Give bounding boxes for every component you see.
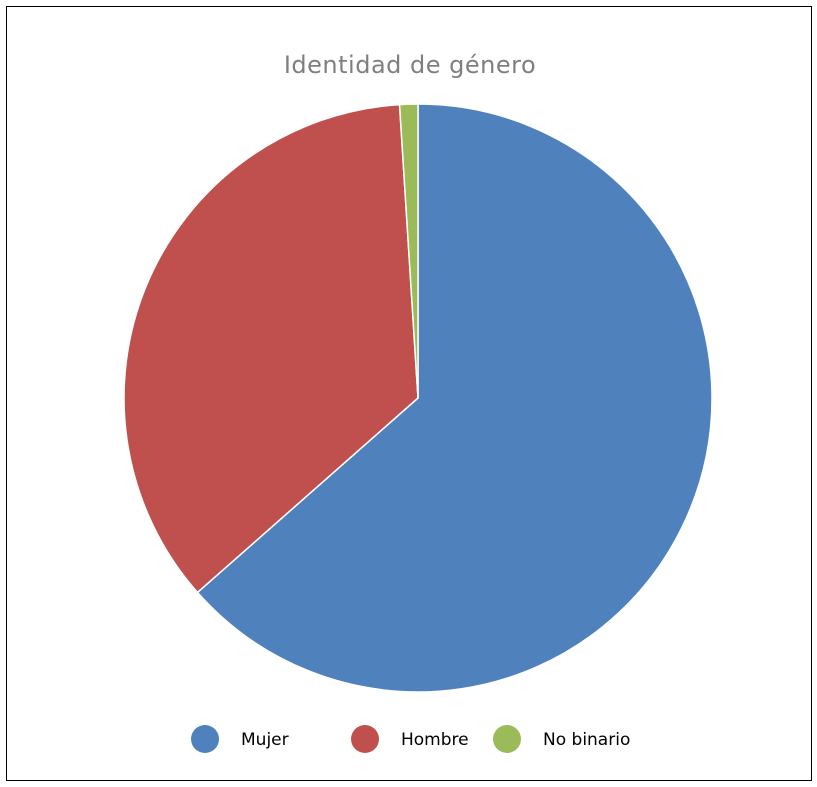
pie-slices: [123, 103, 713, 693]
pie-slice-no-binario: [398, 103, 419, 399]
pie-slice-mujer: [196, 103, 713, 693]
pie-chart: Mujer Hombre No binario: [123, 103, 713, 753]
legend-marker-mujer: [191, 725, 219, 753]
pie-slice-hombre: [123, 103, 419, 594]
legend: Mujer Hombre No binario: [191, 725, 630, 753]
chart-frame: Identidad de género Mujer Hombre No binari…: [6, 6, 812, 781]
legend-marker-no-binario: [493, 725, 521, 753]
legend-label-mujer: Mujer: [241, 730, 289, 750]
legend-label-hombre: Hombre: [401, 730, 469, 750]
legend-marker-hombre: [351, 725, 379, 753]
legend-label-no-binario: No binario: [543, 730, 630, 750]
chart-title: Identidad de género: [283, 51, 537, 79]
